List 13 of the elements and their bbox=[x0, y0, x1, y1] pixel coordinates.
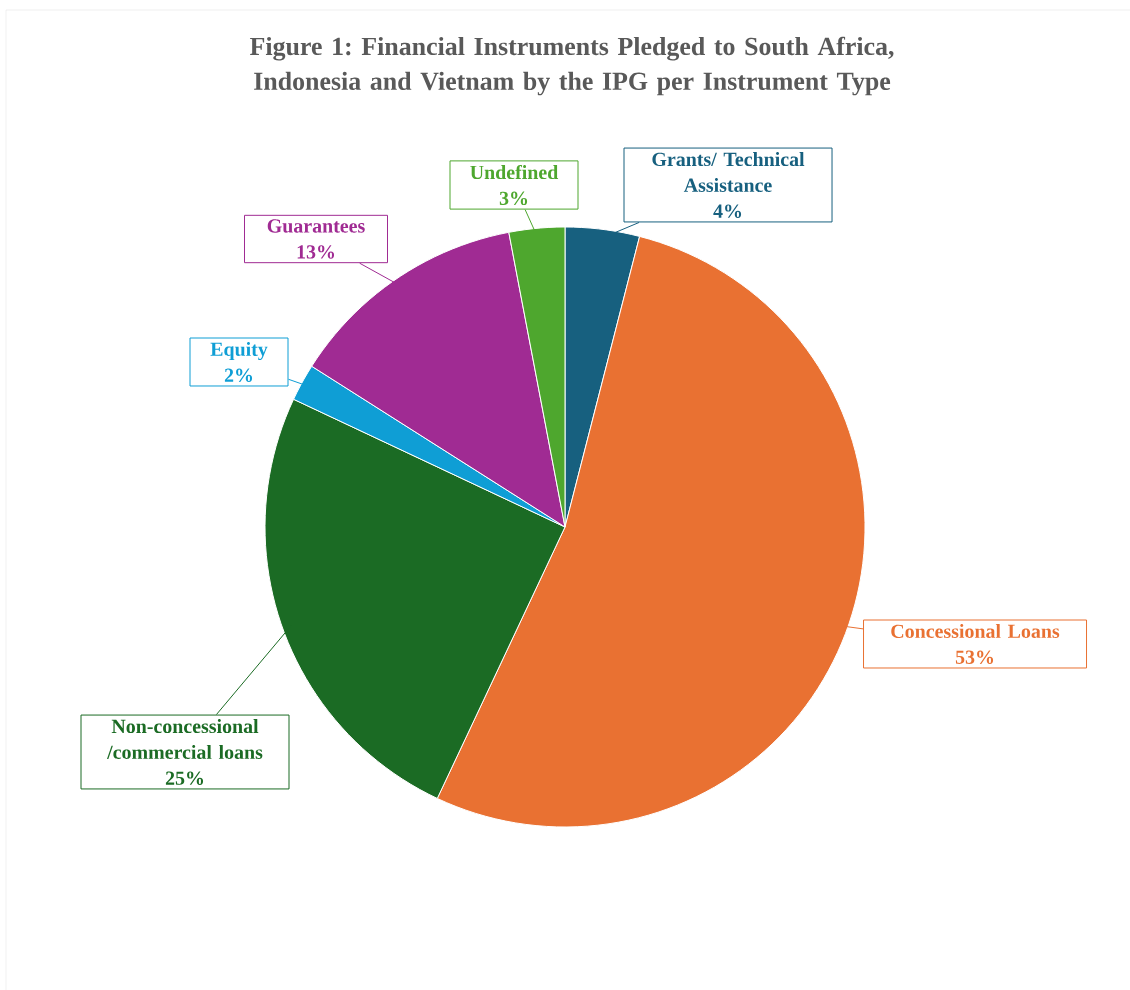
slice-label: Undefined bbox=[470, 164, 559, 180]
data-label: 25% bbox=[165, 771, 204, 785]
chart-title: Figure 1: Financial Instruments Pledged to South Africa, Indonesia and Vietnam by the IPG per Instrument Type bbox=[249, 36, 894, 96]
slice-label: Grants/ Technical Assistance bbox=[652, 152, 805, 192]
data-label: 3% bbox=[499, 191, 528, 206]
slice-label: Guarantees bbox=[267, 219, 365, 233]
legend-label: Concessional Loans bbox=[891, 624, 1060, 639]
data-label: 53% bbox=[955, 650, 994, 664]
data-label: 13% bbox=[297, 245, 335, 259]
data-label: 2% bbox=[224, 368, 253, 382]
slice-label: Non-concessional /commercial loans bbox=[106, 719, 263, 759]
data-label: 4% bbox=[713, 204, 742, 218]
slice-label: Equity bbox=[210, 342, 268, 361]
